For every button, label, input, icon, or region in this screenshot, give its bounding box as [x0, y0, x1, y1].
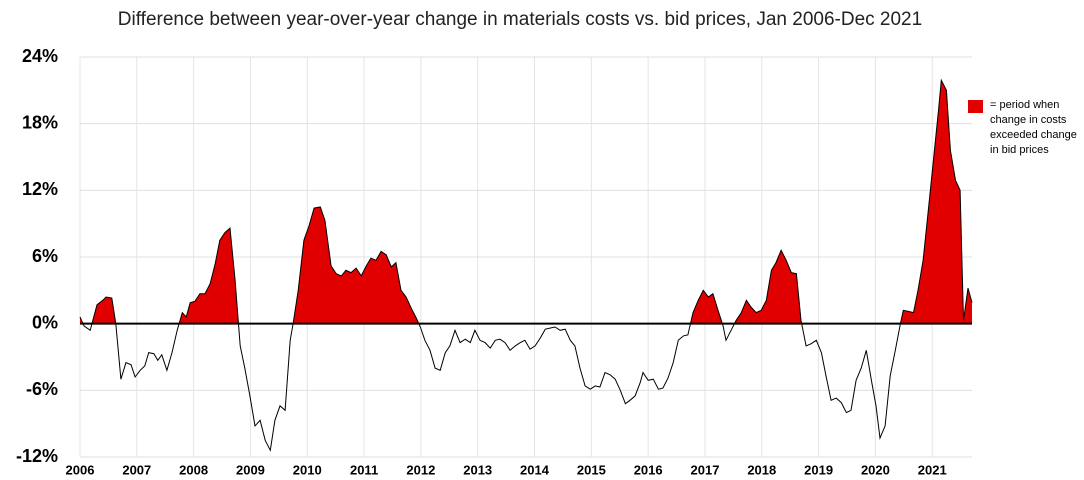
x-tick-label: 2014: [520, 462, 550, 477]
x-tick-label: 2020: [861, 462, 890, 477]
x-tick-label: 2010: [293, 462, 322, 477]
y-tick-label: -6%: [26, 379, 58, 399]
chart-title: Difference between year-over-year change…: [118, 9, 922, 30]
y-tick-label: 12%: [22, 179, 58, 199]
x-tick-label: 2007: [122, 462, 151, 477]
legend-swatch: [968, 100, 983, 113]
positive-area: [80, 80, 972, 324]
y-tick-label: 0%: [32, 312, 58, 332]
x-tick-label: 2009: [236, 462, 265, 477]
y-tick-label: 18%: [22, 112, 58, 132]
x-tick-label: 2016: [634, 462, 663, 477]
x-tick-label: 2015: [577, 462, 606, 477]
x-tick-label: 2018: [747, 462, 776, 477]
x-tick-label: 2019: [804, 462, 833, 477]
x-tick-label: 2006: [66, 462, 95, 477]
legend: = period when change in costs exceeded c…: [968, 98, 1080, 158]
x-tick-label: 2012: [406, 462, 435, 477]
y-tick-label: 24%: [22, 46, 58, 66]
x-tick-label: 2017: [691, 462, 720, 477]
series-line: [79, 78, 973, 452]
x-tick-label: 2011: [350, 462, 378, 477]
x-tick-label: 2021: [918, 462, 947, 477]
legend-label: = period when change in costs exceeded c…: [990, 99, 1077, 156]
y-tick-label: -12%: [16, 446, 58, 466]
x-tick-label: 2013: [463, 462, 492, 477]
y-tick-label: 6%: [32, 246, 58, 266]
x-tick-label: 2008: [179, 462, 208, 477]
